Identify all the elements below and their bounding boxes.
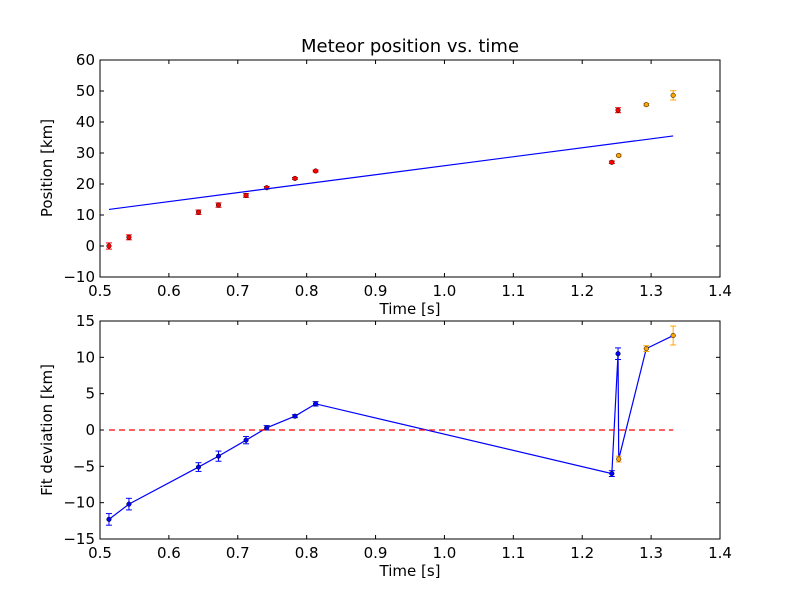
deviation-y-ticks: −15 −10 −5 0 5 10 15 xyxy=(63,312,720,548)
deviation-data-point xyxy=(313,401,319,407)
position-chart: Meteor position vs. time 0.5 0.6 0.7 0.8 0.9… xyxy=(38,36,732,318)
deviation-x-tick-label: 0.5 xyxy=(88,544,112,562)
position-x-axis-label: Time [s] xyxy=(379,300,441,318)
position-data-point xyxy=(670,92,676,98)
deviation-x-tick-label: 0.6 xyxy=(157,544,181,562)
position-data-point xyxy=(643,102,649,108)
position-x-tick-label: 1.4 xyxy=(708,282,732,300)
position-x-ticks: 0.5 0.6 0.7 0.8 0.9 1.0 1.1 1.2 1.3 1.4 xyxy=(88,60,732,300)
deviation-x-tick-label: 1.1 xyxy=(501,544,525,562)
position-x-tick-label: 1.0 xyxy=(433,282,457,300)
position-x-tick-label: 0.6 xyxy=(157,282,181,300)
deviation-x-tick-label: 1.2 xyxy=(570,544,594,562)
deviation-series-line xyxy=(108,334,674,520)
deviation-data-point xyxy=(215,453,222,459)
deviation-y-tick-label: −10 xyxy=(63,494,95,512)
deviation-x-tick-label: 0.7 xyxy=(226,544,250,562)
deviation-y-tick-label: 5 xyxy=(85,385,95,403)
deviation-data-point xyxy=(292,413,298,419)
deviation-data-point xyxy=(643,346,649,352)
position-y-tick-label: 40 xyxy=(76,113,95,131)
deviation-x-ticks: 0.5 0.6 0.7 0.8 0.9 1.0 1.1 1.2 1.3 1.4 xyxy=(88,321,732,562)
deviation-data-point xyxy=(616,456,622,462)
deviation-y-tick-label: −15 xyxy=(63,530,95,548)
linear-fit-line xyxy=(108,135,674,211)
position-data-point xyxy=(215,202,222,208)
position-y-tick-label: 20 xyxy=(76,175,95,193)
position-x-tick-label: 1.1 xyxy=(501,282,525,300)
position-y-tick-label: 60 xyxy=(76,51,95,69)
position-x-tick-label: 0.7 xyxy=(226,282,250,300)
position-plot-frame xyxy=(99,59,721,278)
deviation-chart: 0.5 0.6 0.7 0.8 0.9 1.0 1.1 1.2 1.3 1.4 −15−10−50… xyxy=(38,312,732,580)
position-y-tick-label: 10 xyxy=(76,206,95,224)
position-data-point xyxy=(195,209,202,215)
position-marks xyxy=(105,90,677,250)
position-data-point xyxy=(609,159,615,165)
deviation-marks xyxy=(105,325,677,526)
deviation-data-point xyxy=(609,471,615,477)
position-x-tick-label: 1.3 xyxy=(639,282,663,300)
deviation-data-point xyxy=(670,332,676,339)
position-x-tick-label: 0.5 xyxy=(88,282,112,300)
deviation-x-tick-label: 1.0 xyxy=(433,544,457,562)
position-data-point xyxy=(616,152,622,159)
position-data-point xyxy=(313,168,319,174)
position-x-tick-label: 0.9 xyxy=(364,282,388,300)
position-y-tick-label: 0 xyxy=(85,237,95,255)
position-data-point xyxy=(243,192,249,199)
position-data-point xyxy=(126,234,132,240)
deviation-x-axis-label: Time [s] xyxy=(379,562,441,580)
deviation-data-point xyxy=(615,351,621,357)
position-y-tick-label: 50 xyxy=(76,82,95,100)
deviation-x-tick-label: 0.8 xyxy=(295,544,319,562)
deviation-y-tick-label: 10 xyxy=(76,348,95,366)
deviation-y-tick-label: 0 xyxy=(85,421,95,439)
deviation-y-tick-label: −5 xyxy=(73,457,95,475)
position-data-point xyxy=(615,107,621,113)
position-y-tick-label: −10 xyxy=(63,268,95,286)
deviation-data-point xyxy=(195,464,202,470)
position-y-axis-label: Position [km] xyxy=(38,119,56,217)
deviation-data-point xyxy=(264,425,270,431)
deviation-data-point xyxy=(243,437,249,443)
deviation-data-point xyxy=(106,516,112,522)
position-y-tick-label: 30 xyxy=(76,144,95,162)
position-y-ticks: −10 0 10 20 30 40 50 60 xyxy=(63,51,720,286)
deviation-x-tick-label: 1.4 xyxy=(708,544,732,562)
chart-title: Meteor position vs. time xyxy=(301,36,519,57)
deviation-x-tick-label: 1.3 xyxy=(639,544,663,562)
position-data-point xyxy=(292,175,298,181)
position-data-point xyxy=(106,243,112,249)
deviation-y-tick-label: 15 xyxy=(76,312,95,330)
deviation-data-point xyxy=(126,501,132,507)
deviation-x-tick-label: 0.9 xyxy=(364,544,388,562)
position-x-tick-label: 1.2 xyxy=(570,282,594,300)
deviation-y-axis-label: Fit deviation [km] xyxy=(38,364,56,496)
position-x-tick-label: 0.8 xyxy=(295,282,319,300)
